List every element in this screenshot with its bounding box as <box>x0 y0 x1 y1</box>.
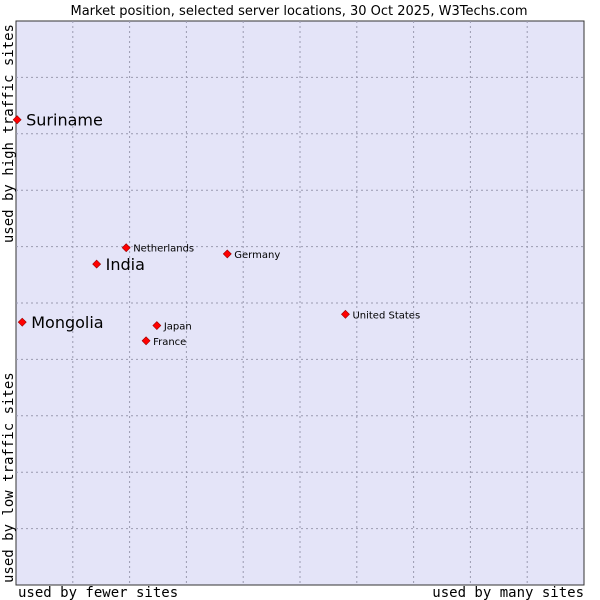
marker-mongolia <box>17 317 27 327</box>
label-suriname: Suriname <box>26 111 103 130</box>
label-japan: Japan <box>163 322 192 333</box>
marker-united-states <box>341 309 350 319</box>
point-united-states: United States <box>341 309 420 321</box>
grid-lines <box>16 21 584 585</box>
label-france: France <box>153 337 186 348</box>
label-netherlands: Netherlands <box>133 244 194 255</box>
marker-japan <box>152 321 162 330</box>
x-axis-label-left: used by fewer sites <box>18 585 178 600</box>
marker-france <box>141 336 151 346</box>
point-germany: Germany <box>222 249 280 261</box>
y-axis-label-top: used by high traffic sites <box>1 24 17 243</box>
point-suriname: Suriname <box>12 111 103 130</box>
x-axis-label-right: used by many sites <box>432 585 584 600</box>
point-mongolia: Mongolia <box>17 313 104 332</box>
chart-title: Market position, selected server locatio… <box>70 4 527 19</box>
y-axis-label-bottom: used by low traffic sites <box>1 372 17 583</box>
point-netherlands: Netherlands <box>121 243 194 255</box>
marker-india <box>92 259 102 269</box>
label-united-states: United States <box>352 310 420 321</box>
label-mongolia: Mongolia <box>31 313 103 332</box>
label-india: India <box>106 255 145 274</box>
data-points: Suriname India Mongolia Netherlands Germany J… <box>12 111 420 348</box>
point-france: France <box>141 336 186 348</box>
point-india: India <box>92 255 145 274</box>
marker-netherlands <box>121 243 131 253</box>
point-japan: Japan <box>152 321 192 333</box>
marker-suriname <box>12 115 22 125</box>
label-germany: Germany <box>234 250 280 261</box>
marker-germany <box>222 249 232 259</box>
